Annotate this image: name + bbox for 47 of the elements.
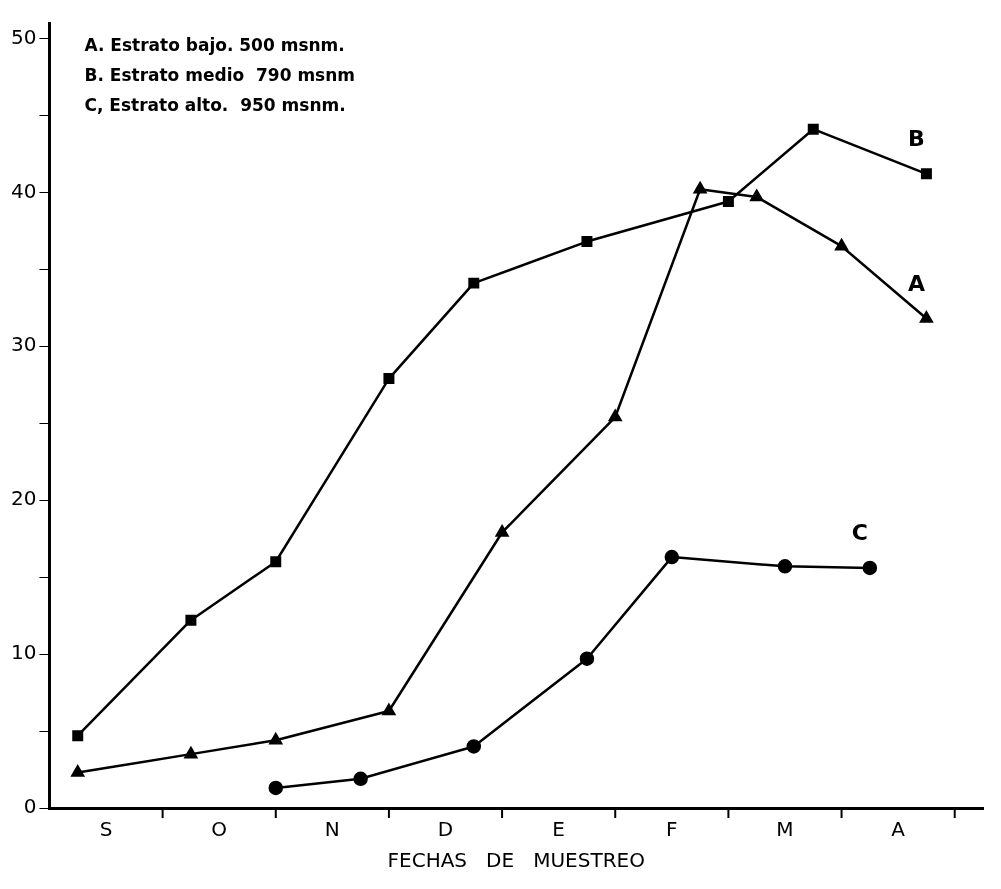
point (184, 746, 198, 759)
point (269, 733, 283, 745)
point (468, 277, 480, 289)
point (664, 549, 680, 565)
point (581, 236, 593, 248)
point (777, 559, 793, 574)
x-tick-label: O (211, 817, 228, 842)
x-tick-label: M (776, 817, 794, 842)
x-tick-label: A (891, 817, 906, 842)
annotation: A. Estrato bajo. 500 msnm. (84, 35, 345, 55)
point (72, 730, 84, 742)
series-label: C (851, 519, 868, 545)
y-tick-label: 50 (11, 24, 37, 49)
point (693, 181, 707, 194)
y-tick-label: 40 (11, 178, 37, 203)
x-axis-title: FECHAS DE MUESTREO (387, 848, 645, 873)
point (608, 409, 622, 422)
point (750, 189, 764, 202)
point (495, 525, 509, 537)
point (268, 780, 284, 796)
point (835, 238, 848, 251)
point (71, 765, 85, 777)
series-label: A (907, 270, 925, 296)
point (807, 123, 819, 135)
point (579, 651, 595, 666)
series-label: B (908, 125, 925, 151)
point (920, 168, 932, 180)
annotation: B. Estrato medio 790 msnm (84, 65, 356, 85)
y-tick-label: 20 (11, 486, 37, 511)
point (466, 739, 482, 754)
point (919, 311, 933, 323)
point (862, 560, 878, 576)
x-tick-label: D (437, 817, 454, 842)
x-tick-label: F (666, 817, 678, 842)
x-tick-label: E (552, 817, 565, 842)
y-tick-label: 0 (23, 794, 37, 819)
annotation: C, Estrato alto. 950 msnm. (84, 95, 346, 115)
point (382, 703, 396, 716)
point (185, 614, 197, 626)
point (353, 771, 368, 787)
point (383, 373, 395, 385)
y-tick-label: 10 (11, 640, 37, 665)
point (270, 556, 282, 568)
point (722, 196, 734, 208)
x-tick-label: S (99, 817, 113, 842)
x-tick-label: N (324, 817, 340, 842)
y-tick-label: 30 (11, 332, 37, 357)
